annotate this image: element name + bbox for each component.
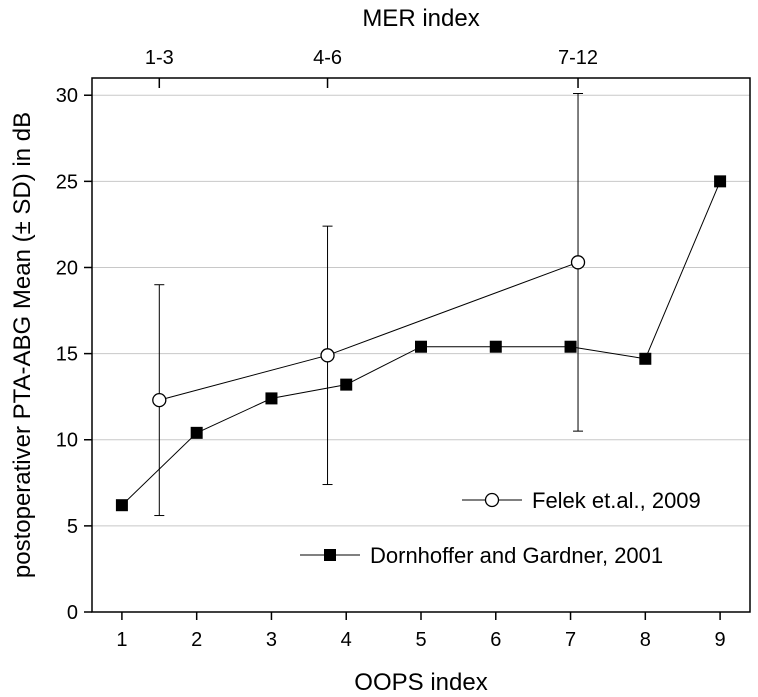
y-tick-label: 20 <box>56 257 78 279</box>
data-point <box>570 255 586 270</box>
data-point <box>489 340 502 353</box>
series-layer <box>115 93 727 517</box>
data-point <box>324 549 336 561</box>
x-tick-label: 4 <box>341 629 352 651</box>
legend-label: Felek et.al., 2009 <box>532 488 701 513</box>
y-axis-label: postoperativer PTA-ABG Mean (± SD) in dB <box>9 112 36 578</box>
top-axis: 1-3 4-6 7-12 <box>145 47 598 88</box>
data-point <box>340 378 353 391</box>
x-tick-label: 9 <box>715 629 726 651</box>
y-tick-label: 15 <box>56 344 78 366</box>
data-point <box>152 392 167 408</box>
x-tick-label: 8 <box>640 629 651 651</box>
series-line <box>159 261 579 401</box>
data-point <box>265 392 278 405</box>
series-2 <box>115 175 727 512</box>
top-tick-label: 1-3 <box>145 47 174 69</box>
y-tick-label: 5 <box>67 516 78 538</box>
x-tick-label: 5 <box>415 629 426 651</box>
top-axis-label: MER index <box>362 5 479 32</box>
x-tick-label: 6 <box>490 629 501 651</box>
data-point <box>484 492 500 508</box>
x-axis-label: OOPS index <box>354 669 487 696</box>
top-tick-label: 7-12 <box>558 47 598 69</box>
y-tick-label: 30 <box>56 85 78 107</box>
x-tick-label: 2 <box>191 629 202 651</box>
y-axis: 0 5 10 15 20 25 30 <box>56 85 92 624</box>
x-tick-label: 1 <box>116 629 127 651</box>
y-tick-label: 25 <box>56 171 78 193</box>
legend: Felek et.al., 2009 Dornhoffer and Gardner… <box>300 488 701 568</box>
data-point <box>320 348 335 363</box>
data-point <box>115 499 128 512</box>
data-point <box>639 352 652 365</box>
y-tick-label: 10 <box>56 430 78 452</box>
x-tick-label: 3 <box>266 629 277 651</box>
gridlines <box>92 94 750 527</box>
data-point <box>714 175 727 188</box>
series-1 <box>152 93 586 517</box>
top-tick-label: 4-6 <box>313 47 342 69</box>
data-point <box>564 340 577 353</box>
x-tick-label: 7 <box>565 629 576 651</box>
legend-label: Dornhoffer and Gardner, 2001 <box>370 543 663 568</box>
y-tick-label: 0 <box>67 602 78 624</box>
data-point <box>190 426 203 439</box>
data-point <box>415 340 427 353</box>
x-axis: 1 2 3 4 5 6 7 8 9 <box>116 612 726 651</box>
